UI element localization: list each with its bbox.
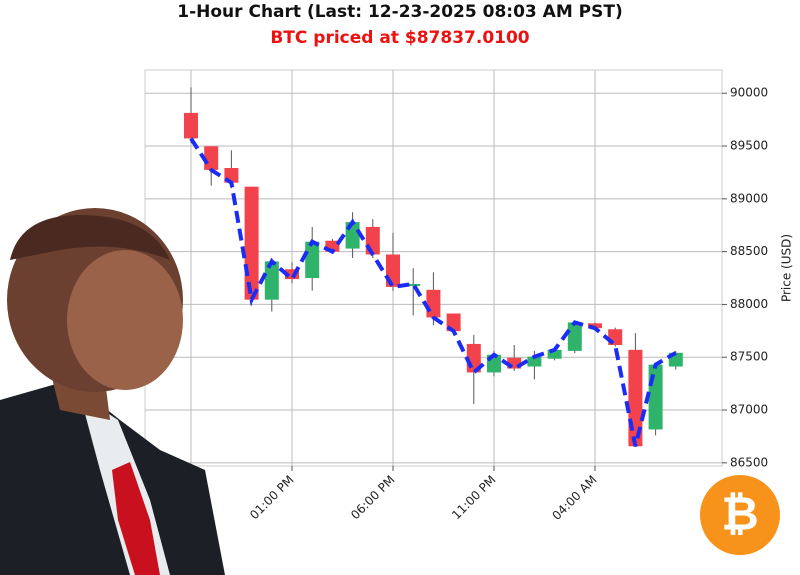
close-line [189,137,677,447]
candle-body [406,283,421,286]
y-tick-label: 88500 [730,244,768,258]
plot-area: 86500 87000 87500 88000 88500 89000 89500 90000… [144,69,768,523]
candle-body [325,240,340,252]
x-tick-label: 11:00 PM [449,473,498,522]
candle-body [588,323,602,329]
y-tick-label: 86500 [730,455,768,469]
bitcoin-logo: ₿ [700,475,780,555]
candle-body [204,146,219,170]
logo-symbol: ₿ [721,487,759,541]
y-tick-label: 87500 [730,350,768,364]
candle-body [305,241,320,279]
chart-title: 1-Hour Chart (Last: 12-23-2025 08:03 AM … [177,2,622,22]
y-tick-label: 89500 [730,139,768,153]
x-tick-label: 04:00 AM [549,473,599,523]
x-tick-label: 06:00 PM [348,473,397,522]
y-tick-label: 88000 [730,297,768,311]
candle-body [527,356,542,367]
y-tick-label: 89000 [730,191,768,205]
candle-body [426,289,441,318]
candle-body [285,269,299,280]
candle-body [567,322,582,351]
y-axis-label: Price (USD) [780,234,794,302]
candle-body [507,357,522,369]
y-tick-label: 87000 [730,403,768,417]
candle-body [264,261,279,300]
x-tick-label: 01:00 PM [247,473,296,522]
candle-body [547,349,562,359]
candle-body [648,364,663,430]
y-tick-label: 90000 [730,86,768,100]
chart-subtitle: BTC priced at $87837.0100 [270,28,529,48]
candle-body [184,112,198,139]
person-illustration [0,208,225,575]
